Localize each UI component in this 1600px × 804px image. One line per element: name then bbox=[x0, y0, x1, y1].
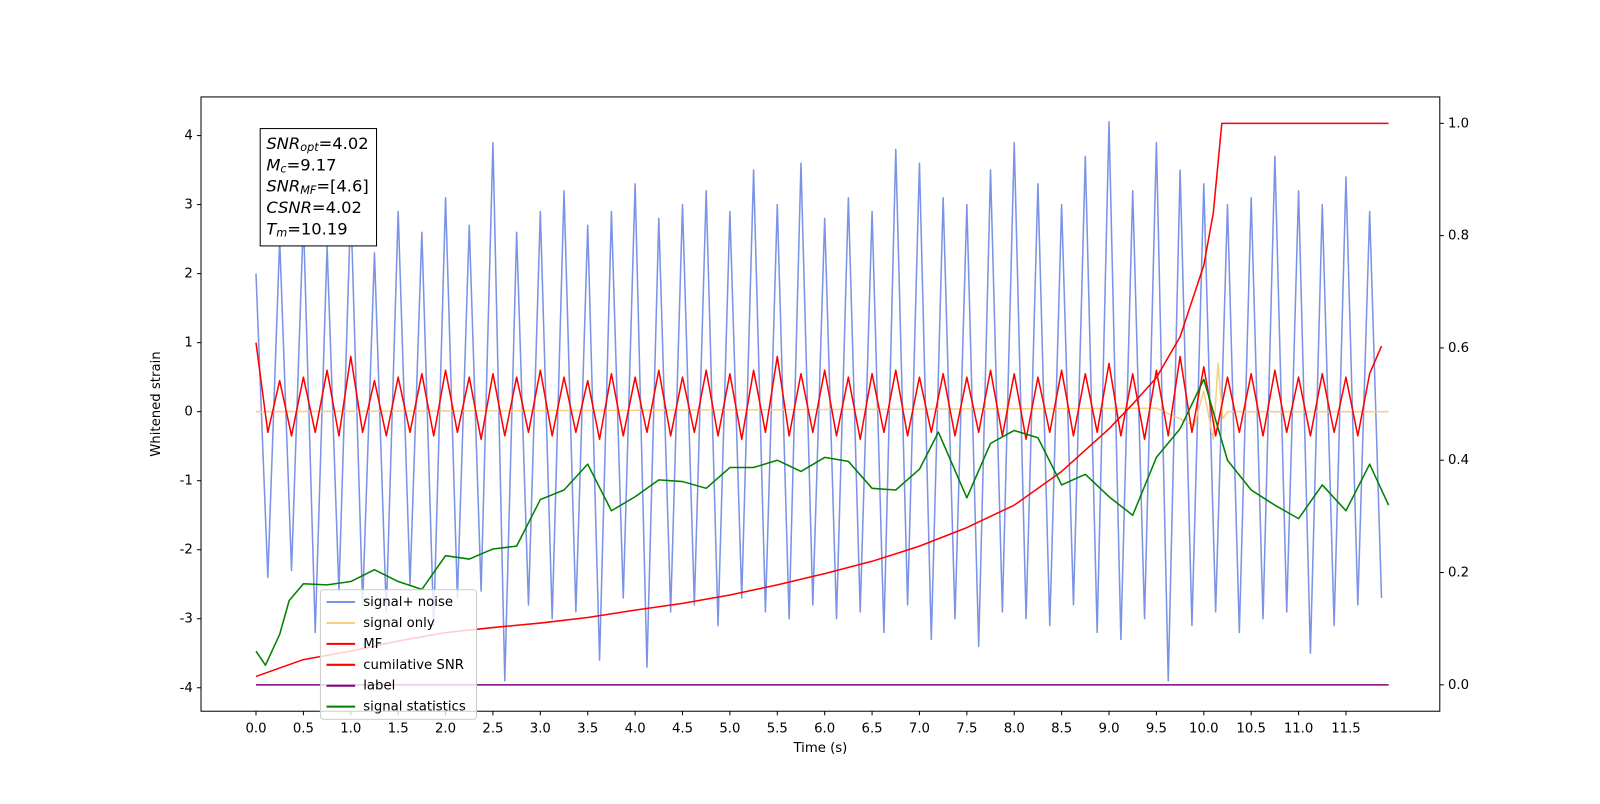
legend-label: signal only bbox=[363, 616, 435, 631]
annotation-subscript: c bbox=[280, 162, 287, 175]
legend-label: cumilative SNR bbox=[363, 658, 464, 673]
series-line bbox=[255, 378, 1390, 666]
series-line bbox=[255, 342, 1383, 441]
y-tick-label: -2 bbox=[180, 543, 193, 558]
annotation-value: =9.17 bbox=[287, 155, 337, 174]
annotation-subscript: MF bbox=[300, 184, 317, 197]
annotation: CSNR=4.02 bbox=[266, 198, 362, 217]
y-tick-label: 3 bbox=[184, 198, 192, 213]
y-tick-label: 0 bbox=[184, 405, 192, 420]
x-tick-label: 0.0 bbox=[245, 722, 266, 737]
x-tick-label: 10.5 bbox=[1236, 722, 1266, 737]
annotation-value: =4.02 bbox=[312, 198, 362, 217]
annotation: Tm=10.19 bbox=[266, 219, 347, 240]
y-tick-label: -1 bbox=[180, 474, 193, 489]
ticks: 0.0 0.5 1.0 1.5 2.0 2.5 3.0 3.5 4.0 4.5 5.0 5.5 6.0 6… bbox=[180, 116, 1469, 736]
x-tick-label: 6.0 bbox=[814, 722, 835, 737]
x-tick-label: 1.5 bbox=[388, 722, 409, 737]
x-tick-label: 8.0 bbox=[1004, 722, 1025, 737]
x-tick-label: 4.0 bbox=[625, 722, 646, 737]
x-tick-label: 10.0 bbox=[1189, 722, 1219, 737]
x-tick-label: 11.5 bbox=[1331, 722, 1361, 737]
legend-label: MF bbox=[363, 637, 382, 652]
y2-tick-label: 0.0 bbox=[1448, 678, 1469, 693]
x-tick-label: 6.5 bbox=[862, 722, 883, 737]
legend-label: signal statistics bbox=[363, 700, 466, 715]
x-tick-label: 5.5 bbox=[767, 722, 788, 737]
annotation-value: =[4.6] bbox=[316, 176, 368, 195]
axes-frame bbox=[200, 96, 1441, 712]
annotation-symbol: T bbox=[266, 219, 278, 238]
x-tick-label: 5.0 bbox=[719, 722, 740, 737]
annotation-box: SNRopt=4.02Mc=9.17SNRMF=[4.6]CSNR=4.02Tm… bbox=[259, 128, 378, 247]
x-tick-label: 7.5 bbox=[956, 722, 977, 737]
x-tick-label: 8.5 bbox=[1051, 722, 1072, 737]
y-tick-label: -3 bbox=[180, 612, 193, 627]
legend-label: signal+ noise bbox=[363, 595, 453, 610]
x-tick-label: 3.0 bbox=[530, 722, 551, 737]
y-tick-label: 4 bbox=[184, 129, 192, 144]
x-tick-label: 3.5 bbox=[577, 722, 598, 737]
annotation-subscript: opt bbox=[300, 141, 319, 154]
annotation-frame bbox=[259, 128, 378, 247]
annotation-symbol: M bbox=[266, 155, 280, 174]
x-tick-label: 4.5 bbox=[672, 722, 693, 737]
annotation-value: =4.02 bbox=[319, 133, 369, 152]
annotation-symbol: SNR bbox=[266, 176, 300, 195]
legend-label: label bbox=[363, 679, 395, 694]
y-tick-label: -4 bbox=[180, 681, 193, 696]
legend-frame bbox=[319, 589, 478, 720]
series-line bbox=[255, 121, 1383, 682]
y-axis-label: Whitened strain bbox=[149, 351, 164, 456]
x-tick-label: 9.5 bbox=[1146, 722, 1167, 737]
x-tick-label: 2.5 bbox=[482, 722, 503, 737]
annotation-subscript: m bbox=[276, 227, 287, 240]
legend: signal+ noise signal only MF cumilative SNR… bbox=[319, 589, 478, 720]
x-tick-label: 2.0 bbox=[435, 722, 456, 737]
annotation: SNRopt=4.02 bbox=[266, 133, 368, 154]
x-tick-label: 11.0 bbox=[1284, 722, 1314, 737]
y-tick-label: 2 bbox=[184, 267, 192, 282]
y-tick-label: 1 bbox=[184, 336, 192, 351]
annotation-symbol: SNR bbox=[266, 133, 300, 152]
annotation-symbol: CSNR bbox=[266, 198, 312, 217]
y2-tick-label: 0.6 bbox=[1448, 341, 1469, 356]
annotation: Mc=9.17 bbox=[266, 155, 336, 176]
x-tick-label: 9.0 bbox=[1098, 722, 1119, 737]
y2-tick-label: 0.8 bbox=[1448, 229, 1469, 244]
x-tick-label: 1.0 bbox=[340, 722, 361, 737]
series-line bbox=[255, 362, 1389, 441]
x-axis-label: Time (s) bbox=[792, 741, 847, 756]
x-tick-label: 7.0 bbox=[909, 722, 930, 737]
y2-tick-label: 0.2 bbox=[1448, 566, 1469, 581]
y2-tick-label: 0.4 bbox=[1448, 453, 1469, 468]
annotation-value: =10.19 bbox=[287, 219, 347, 238]
x-tick-label: 0.5 bbox=[293, 722, 314, 737]
annotation: SNRMF=[4.6] bbox=[266, 176, 368, 197]
y2-tick-label: 1.0 bbox=[1448, 116, 1469, 131]
